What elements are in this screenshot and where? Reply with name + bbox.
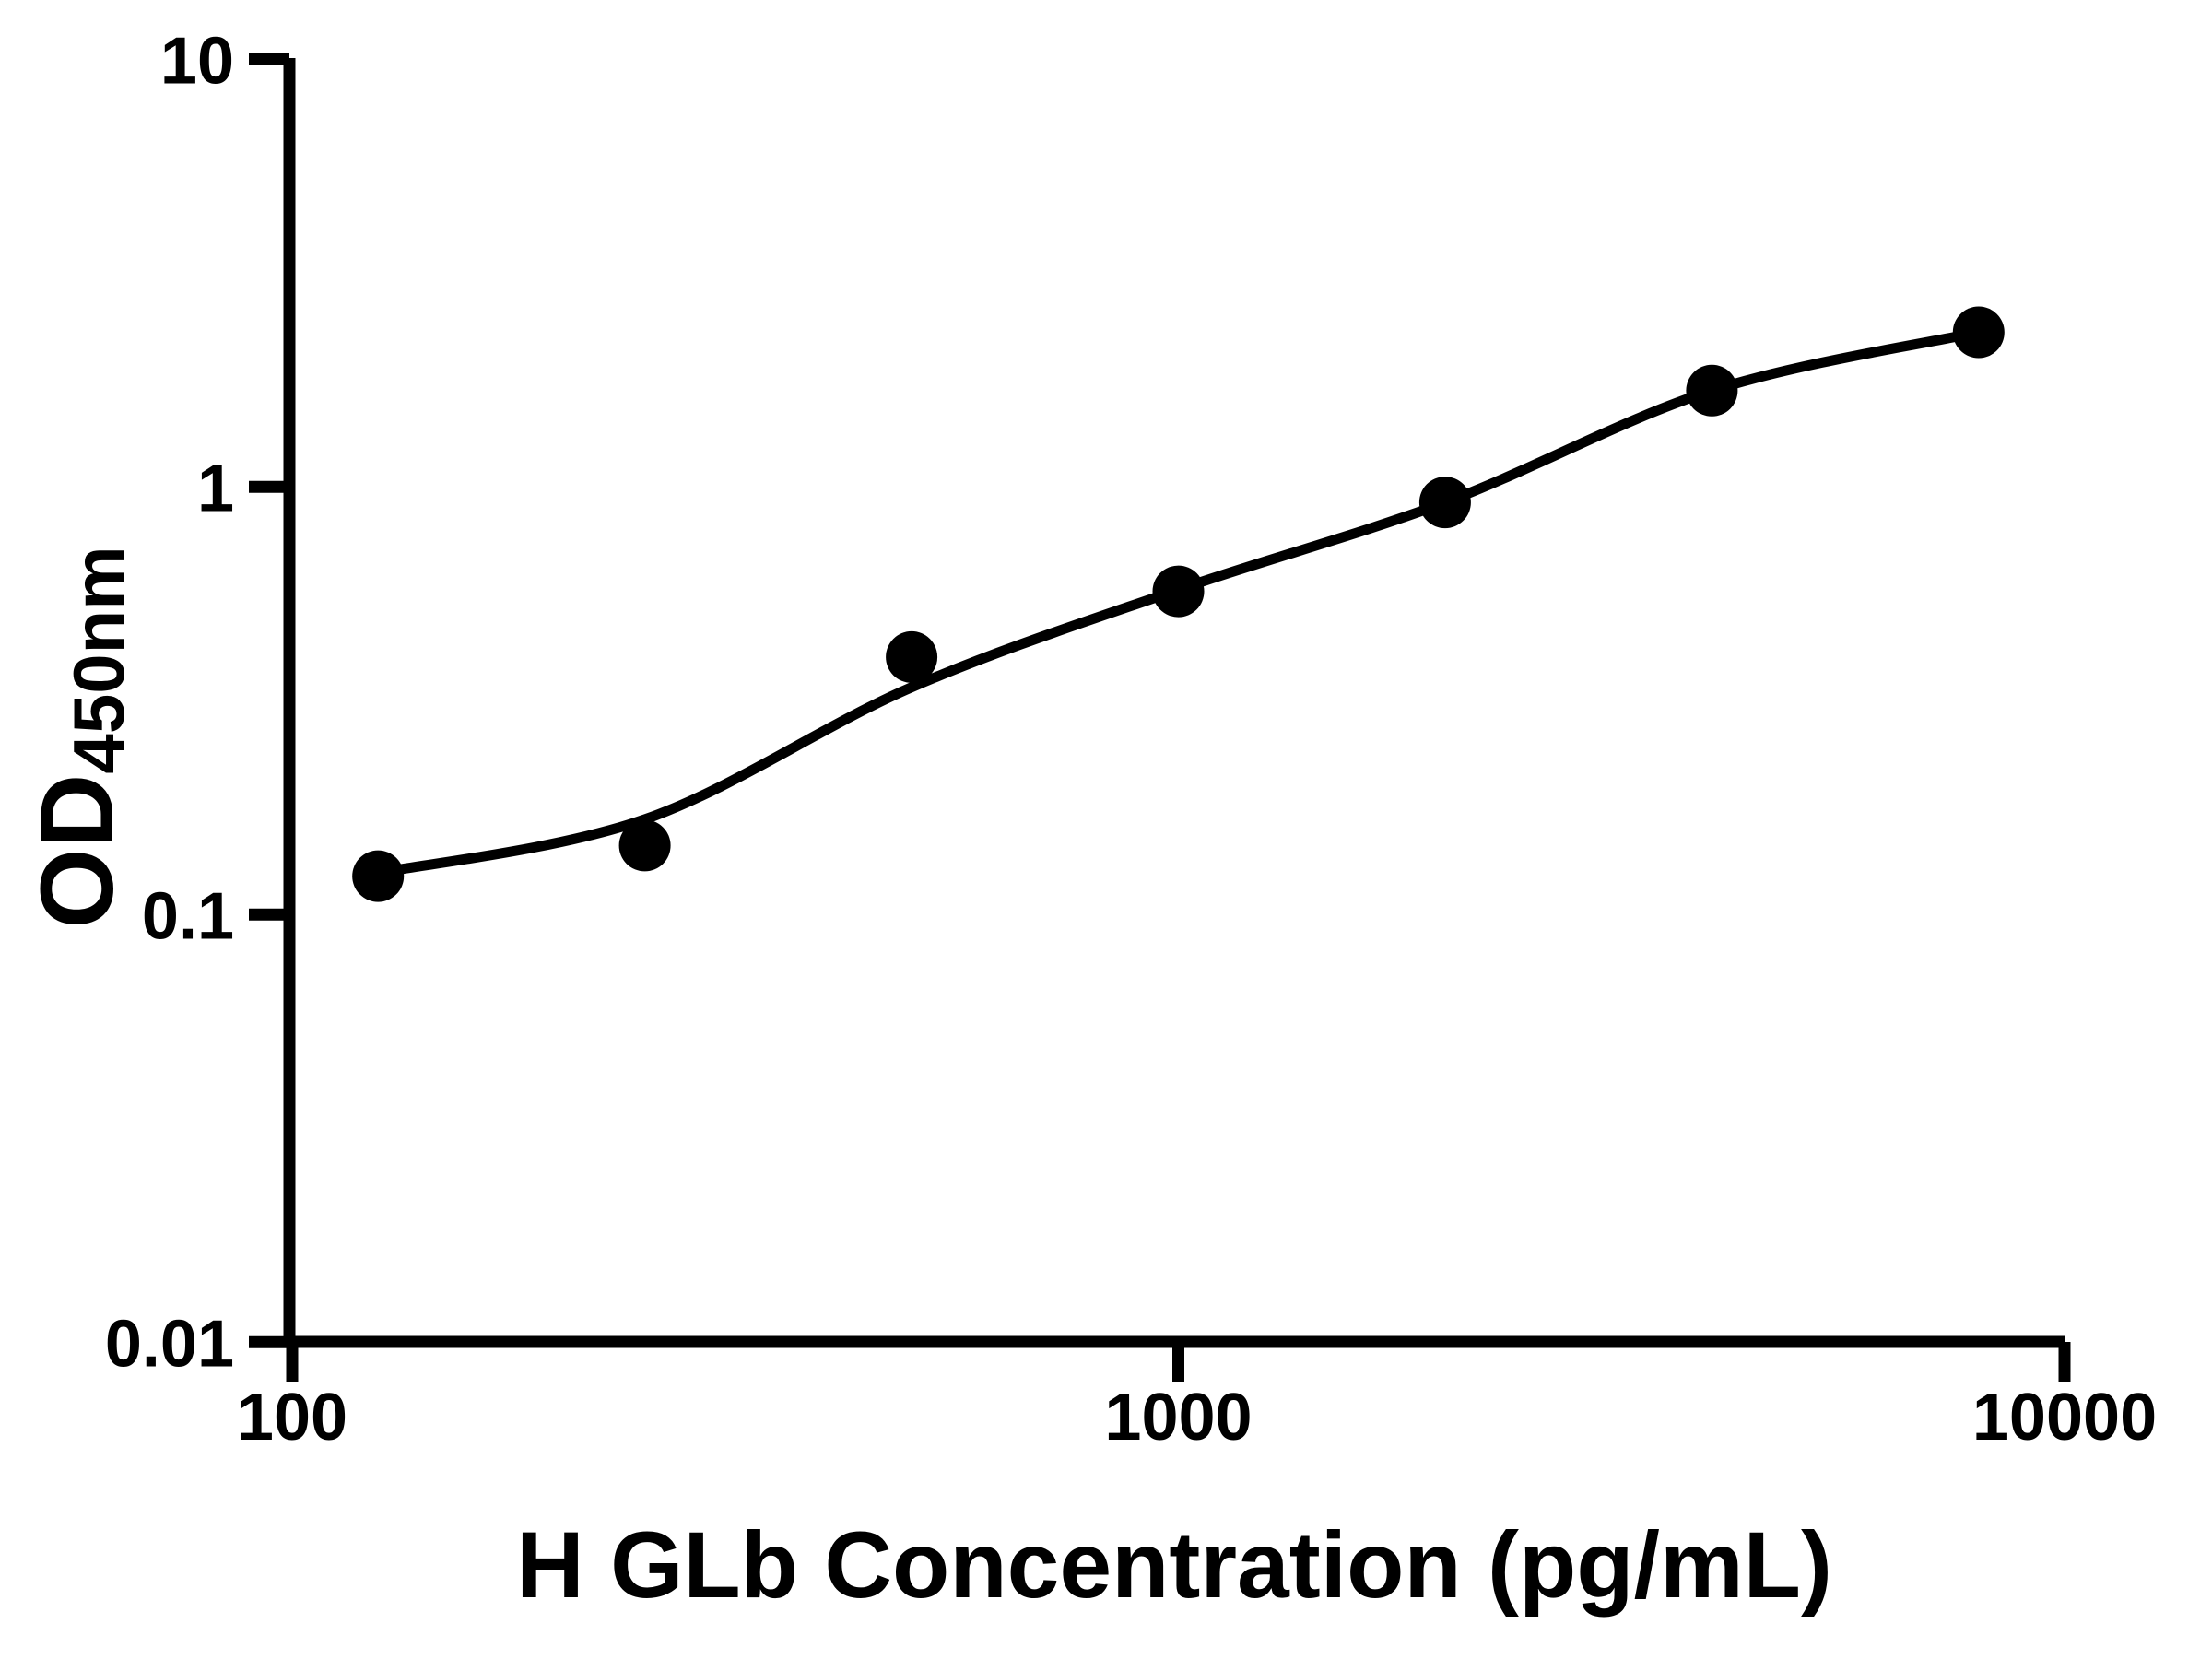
x-axis-title: H GLb Concentration (pg/mL) <box>516 1512 1832 1618</box>
y-tick-label: 10 <box>160 24 234 98</box>
data-point <box>886 630 938 683</box>
y-tick-label: 0.01 <box>105 1307 234 1381</box>
data-point <box>1152 565 1205 618</box>
data-point <box>1952 306 2005 359</box>
y-tick-label: 0.1 <box>142 879 234 953</box>
y-tick-label: 1 <box>197 452 234 525</box>
x-tick-label: 1000 <box>1104 1381 1252 1454</box>
y-axis-title-base: OD <box>19 774 135 929</box>
y-axis-title-subscript: 450nm <box>58 546 139 773</box>
x-axis-ticks: 100 1000 10000 <box>237 1342 2157 1454</box>
x-tick-label: 100 <box>237 1381 347 1454</box>
data-point <box>618 819 671 872</box>
x-tick-label: 10000 <box>1972 1381 2157 1454</box>
y-axis-title: OD450nm <box>19 546 139 928</box>
data-point <box>1418 477 1471 529</box>
data-point <box>1686 364 1738 417</box>
data-points <box>352 306 2005 902</box>
data-point <box>352 850 405 902</box>
y-axis-ticks: 10 1 0.1 0.01 <box>105 24 289 1381</box>
